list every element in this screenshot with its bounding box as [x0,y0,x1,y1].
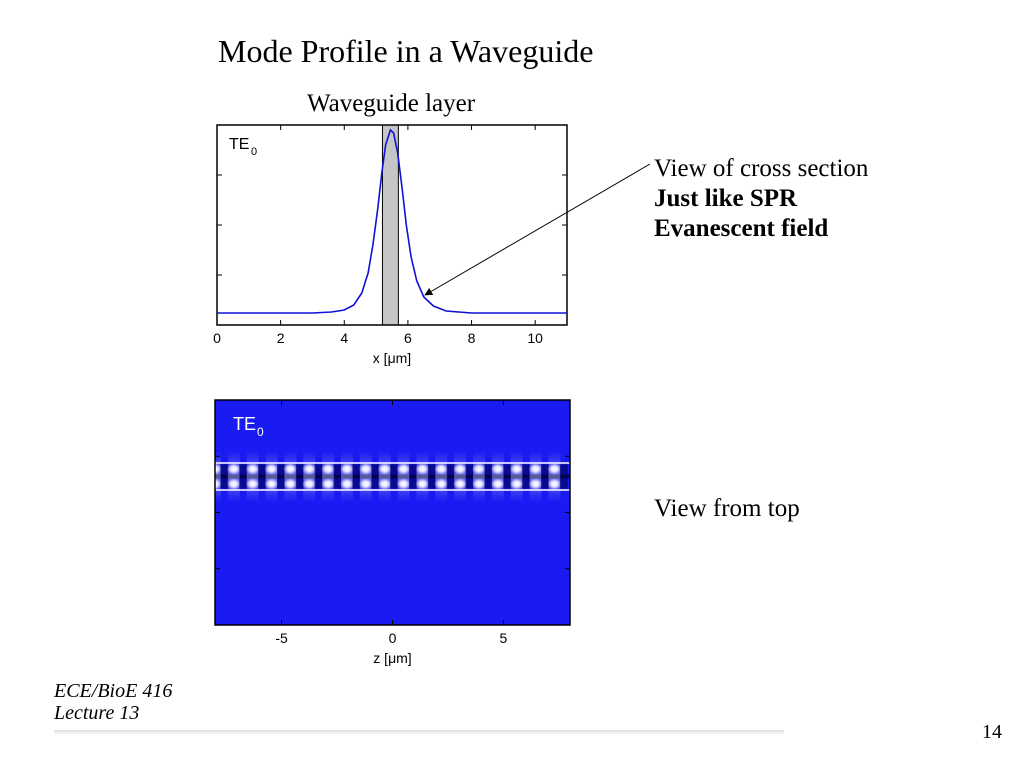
footer-divider [54,730,784,734]
footer-lecture: Lecture 13 [54,702,139,725]
page-number: 14 [982,721,1002,744]
footer-course: ECE/BioE 416 [54,680,172,703]
arrow-annotation [0,0,1024,768]
